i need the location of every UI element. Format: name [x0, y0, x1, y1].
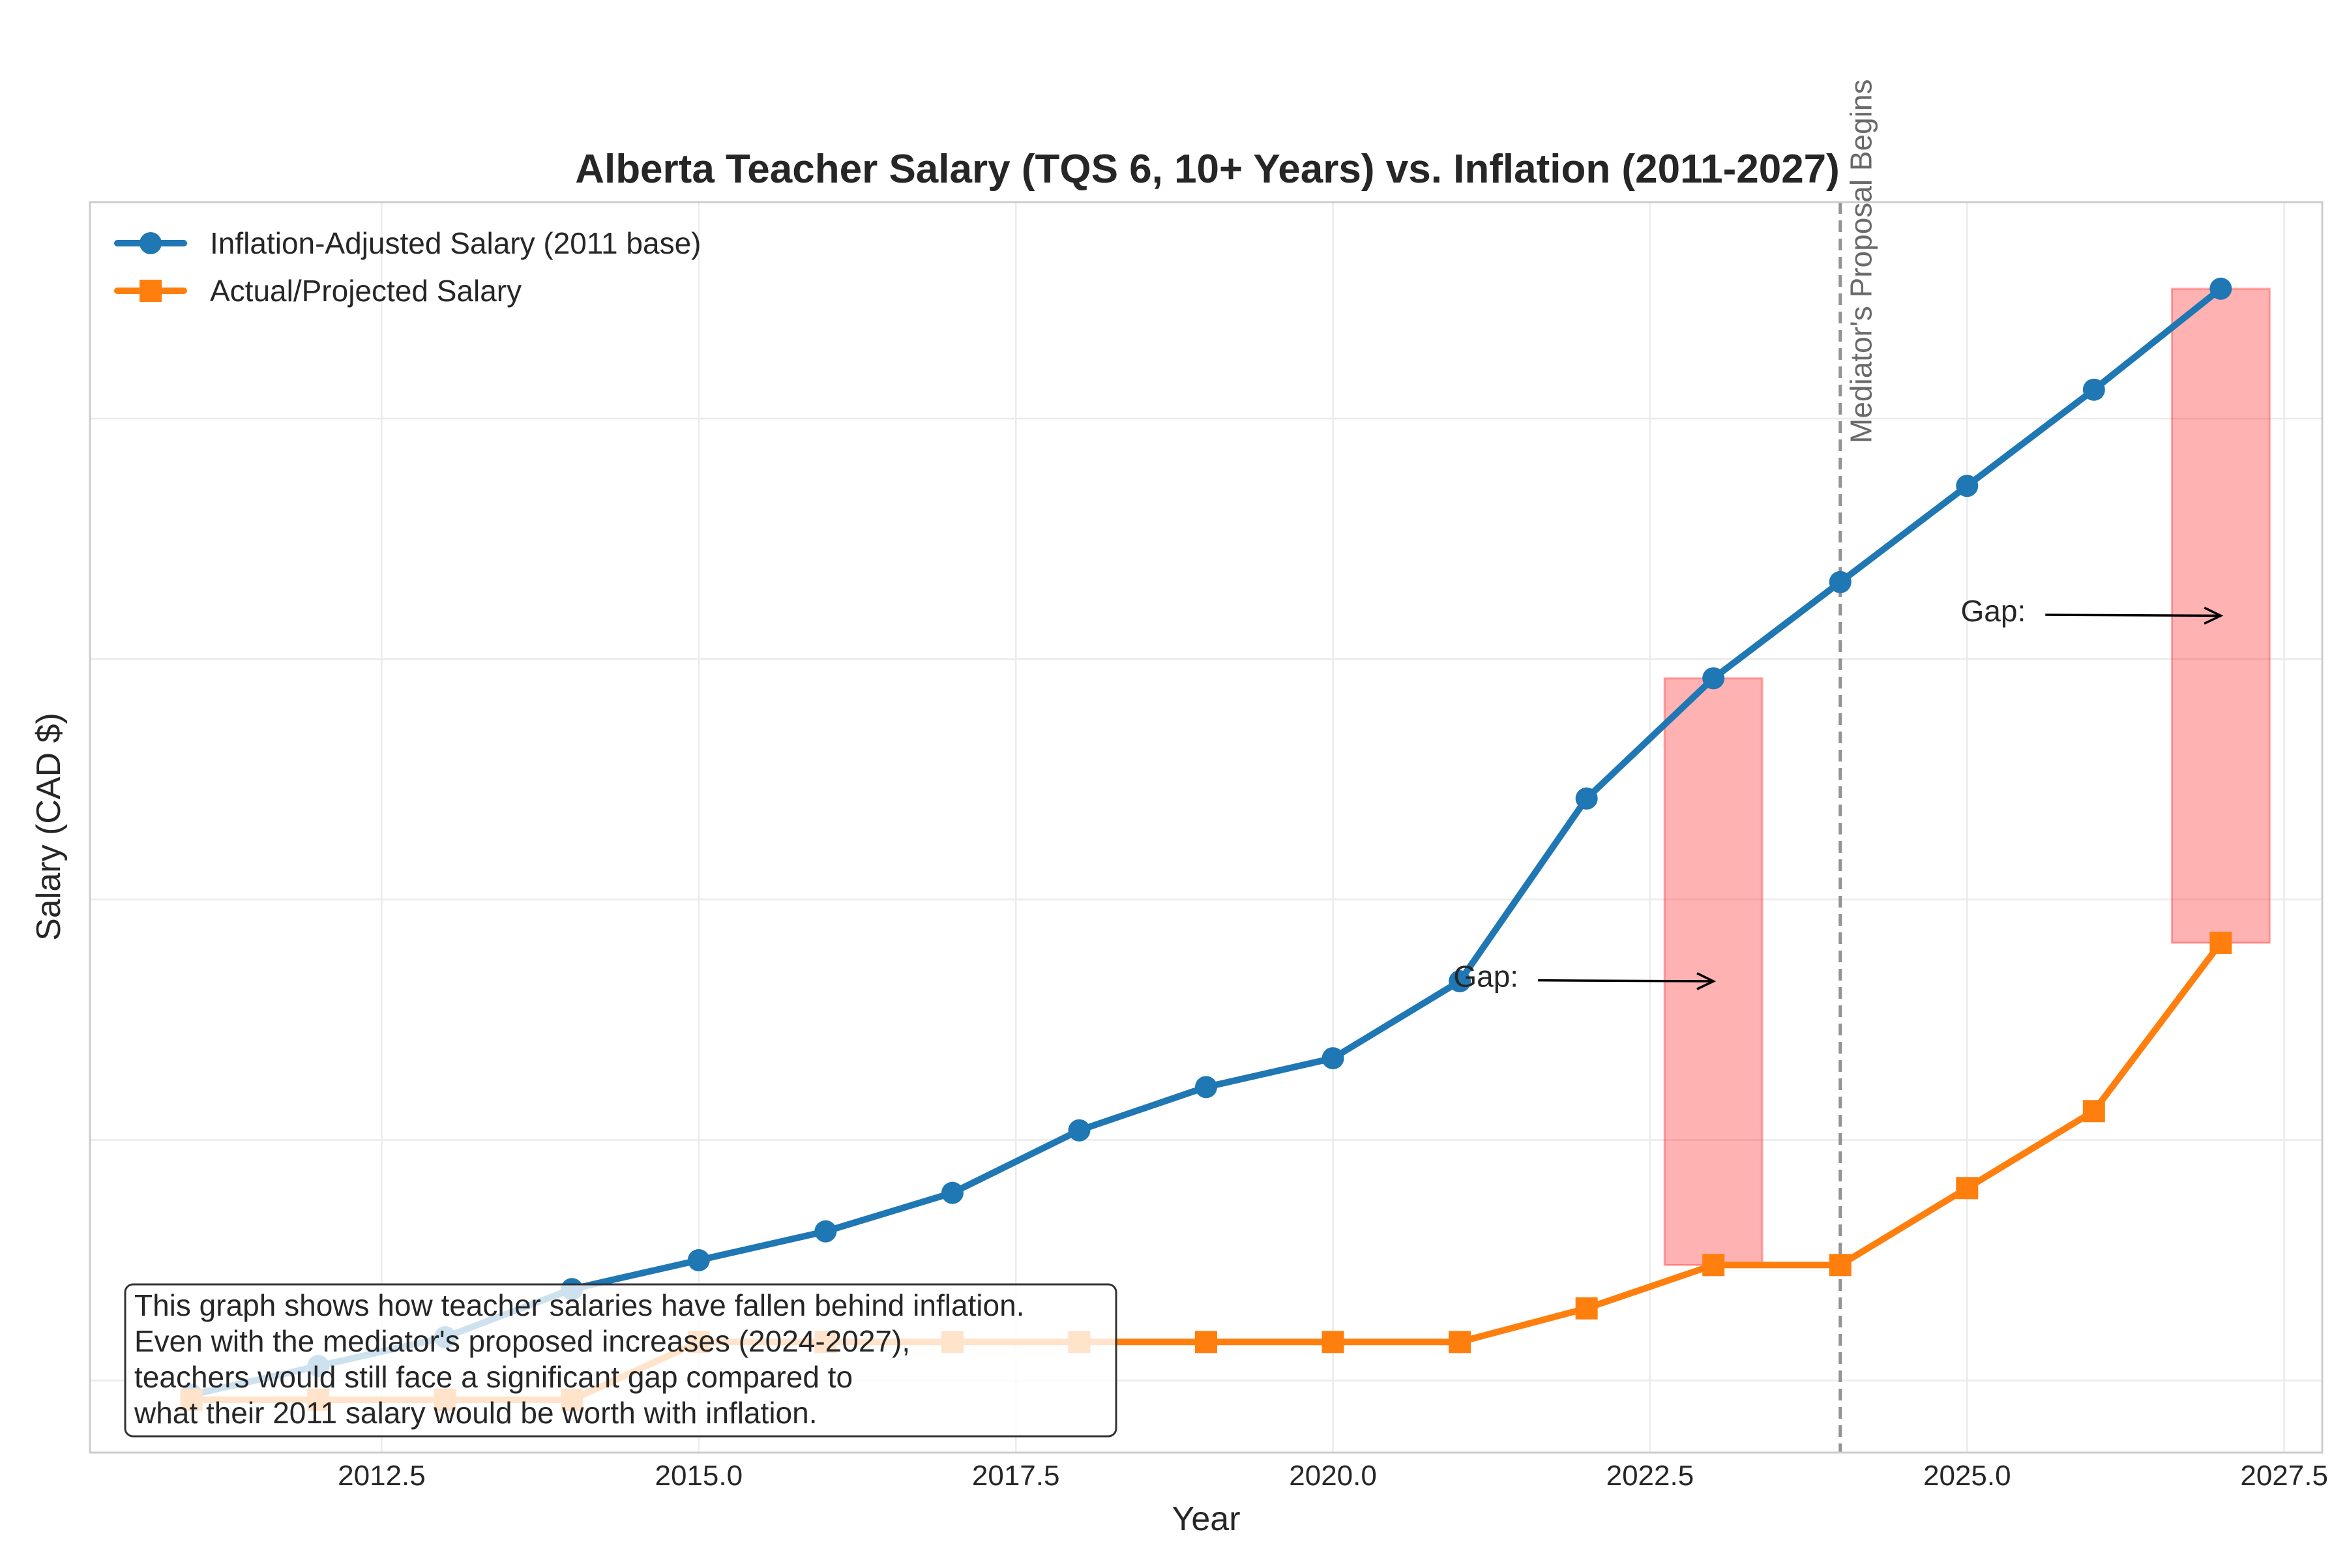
- plot-frame: [89, 201, 2324, 1454]
- note-line-1: This graph shows how teacher salaries ha…: [134, 1288, 1024, 1322]
- gap-annotation-arrowhead-1: [2204, 606, 2224, 625]
- x-tick-label-5: 2025.0: [1923, 1460, 2011, 1492]
- series-1-point-11: [1575, 1297, 1598, 1320]
- series-1-point-12: [1702, 1254, 1725, 1277]
- mediator-line-label: Mediator's Proposal Begins: [1844, 79, 1878, 443]
- series-0-point-5: [814, 1220, 837, 1243]
- x-axis-label: Year: [1172, 1500, 1240, 1538]
- gap-annotation-label-0: Gap:: [1453, 960, 1518, 994]
- gap-annotation-arrowhead-0: [1696, 972, 1717, 990]
- x-tick-label-3: 2020.0: [1289, 1460, 1377, 1492]
- series-0-point-6: [941, 1181, 964, 1204]
- gap-annotations: Gap: Gap:: [1453, 594, 2224, 994]
- gap-region-0: [1663, 677, 1764, 1266]
- mediator-line-group: Mediator's Proposal Begins: [1838, 79, 1878, 1453]
- series-0-point-9: [1321, 1047, 1344, 1070]
- series-0-point-11: [1575, 787, 1598, 810]
- series-1-point-10: [1449, 1331, 1471, 1354]
- plot-area: Mediator's Proposal Begins Gap: Gap:: [89, 79, 2324, 1454]
- series-0-point-16: [2209, 277, 2232, 300]
- series-1-point-16: [2209, 932, 2232, 954]
- x-tick-label-1: 2015.0: [655, 1460, 743, 1492]
- note-box-frame: [124, 1283, 1117, 1438]
- series-0-point-4: [687, 1249, 710, 1271]
- series-1-point-13: [1829, 1254, 1852, 1277]
- series-1-point-9: [1321, 1331, 1344, 1354]
- x-tick-label-6: 2027.5: [2240, 1460, 2328, 1492]
- series-0-point-14: [1956, 475, 1979, 497]
- note-line-4: what their 2011 salary would be worth wi…: [134, 1396, 818, 1430]
- series-1-point-8: [1195, 1331, 1217, 1354]
- x-tick-label-2: 2017.5: [972, 1460, 1060, 1492]
- plot-background: [90, 202, 2322, 1453]
- gap-annotation-label-1: Gap:: [1961, 594, 2026, 628]
- legend-marker-actual: [140, 280, 162, 302]
- note-box: This graph shows how teacher salaries ha…: [124, 1283, 1117, 1438]
- series-0-point-10: [1449, 970, 1471, 993]
- note-line-3: teachers would still face a significant …: [134, 1360, 853, 1394]
- series-0-point-8: [1195, 1076, 1217, 1099]
- series-1-point-14: [1956, 1177, 1979, 1200]
- series-0-point-7: [1068, 1119, 1091, 1142]
- series-0-point-12: [1702, 667, 1725, 690]
- chart-title: Alberta Teacher Salary (TQS 6, 10+ Years…: [575, 147, 1840, 192]
- x-tick-label-0: 2012.5: [338, 1460, 426, 1492]
- y-axis-label: Salary (CAD $): [30, 713, 68, 941]
- series-0-point-13: [1829, 570, 1852, 593]
- x-tick-label-4: 2022.5: [1606, 1460, 1694, 1492]
- legend-marker-inflation: [140, 232, 162, 254]
- legend-label-actual: Actual/Projected Salary: [210, 274, 522, 308]
- note-line-2: Even with the mediator's proposed increa…: [134, 1324, 910, 1358]
- series-0-point-15: [2082, 378, 2105, 401]
- legend: Inflation-Adjusted Salary (2011 base) Ac…: [114, 226, 701, 308]
- series-1-point-15: [2082, 1100, 2105, 1123]
- legend-label-inflation: Inflation-Adjusted Salary (2011 base): [210, 226, 701, 260]
- x-tick-labels: 2012.5 2015.0 2017.5 2020.0 2022.5 2025.0 2027…: [338, 1460, 2328, 1492]
